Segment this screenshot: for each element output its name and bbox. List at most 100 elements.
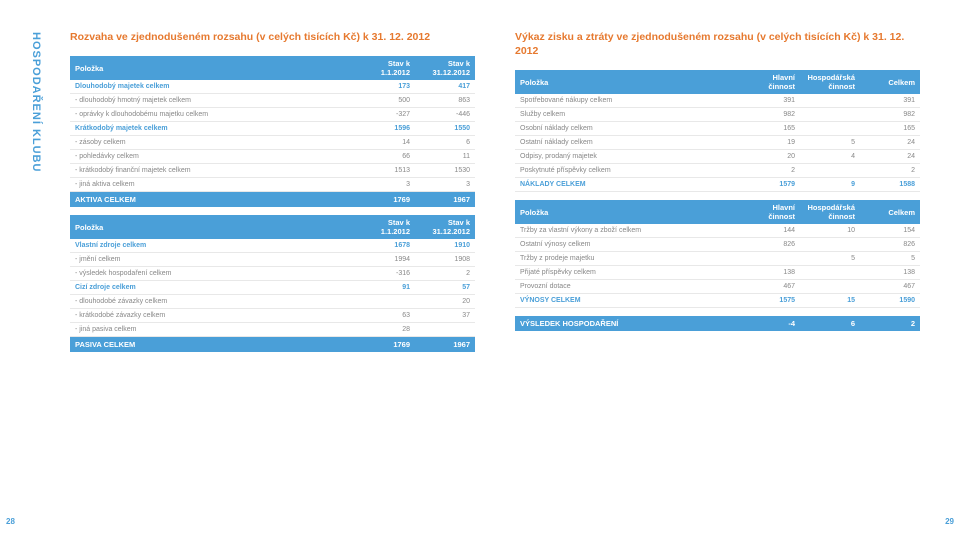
row-label: Spotřebované nákupy celkem bbox=[515, 94, 740, 108]
total-c2: 1967 bbox=[415, 192, 475, 208]
total-c2: 15 bbox=[800, 294, 860, 308]
content: Rozvaha ve zjednodušeném rozsahu (v celý… bbox=[0, 0, 960, 390]
total-row: VÝNOSY CELKEM1575151590 bbox=[515, 294, 920, 308]
total-c3: 1588 bbox=[860, 178, 920, 192]
row-label: - oprávky k dlouhodobému majetku celkem bbox=[70, 108, 355, 122]
row-c2 bbox=[800, 164, 860, 178]
row-c1: 3 bbox=[355, 178, 415, 192]
row-label: - krátkodobé závazky celkem bbox=[70, 309, 355, 323]
row-c1: 165 bbox=[740, 122, 800, 136]
result-label: VÝSLEDEK HOSPODAŘENÍ bbox=[515, 316, 740, 331]
row-c3: 5 bbox=[860, 252, 920, 266]
table-row: - výsledek hospodaření celkem-3162 bbox=[70, 267, 475, 281]
row-c2 bbox=[800, 94, 860, 108]
right-column: Výkaz zisku a ztráty ve zjednodušeném ro… bbox=[515, 30, 920, 360]
row-c3: 467 bbox=[860, 280, 920, 294]
row-c1: 28 bbox=[355, 323, 415, 337]
side-label: HOSPODAŘENÍ KLUBU bbox=[30, 32, 42, 172]
aktiva-table: PoložkaStav k 1.1.2012Stav k 31.12.2012D… bbox=[70, 56, 475, 207]
row-c2: 863 bbox=[415, 94, 475, 108]
total-row: AKTIVA CELKEM17691967 bbox=[70, 192, 475, 208]
row-label: Vlastní zdroje celkem bbox=[70, 239, 355, 253]
total-c3: 1590 bbox=[860, 294, 920, 308]
table-row: Ostatní náklady celkem19524 bbox=[515, 136, 920, 150]
row-c1: 173 bbox=[355, 80, 415, 94]
table-row: - pohledávky celkem6611 bbox=[70, 150, 475, 164]
row-c2 bbox=[800, 280, 860, 294]
row-c3: 24 bbox=[860, 136, 920, 150]
left-column: Rozvaha ve zjednodušeném rozsahu (v celý… bbox=[70, 30, 475, 360]
row-label: Cizí zdroje celkem bbox=[70, 281, 355, 295]
col-label: Položka bbox=[515, 70, 740, 94]
table-row: - krátkodobý finanční majetek celkem1513… bbox=[70, 164, 475, 178]
row-c2: 417 bbox=[415, 80, 475, 94]
row-label: Tržby za vlastní výkony a zboží celkem bbox=[515, 224, 740, 238]
table-row: Vlastní zdroje celkem16781910 bbox=[70, 239, 475, 253]
row-c2: 6 bbox=[415, 136, 475, 150]
table-row: Krátkodobý majetek celkem15961550 bbox=[70, 122, 475, 136]
table-row: Tržby za vlastní výkony a zboží celkem14… bbox=[515, 224, 920, 238]
table-row: Dlouhodobý majetek celkem173417 bbox=[70, 80, 475, 94]
table-row: Služby celkem982982 bbox=[515, 108, 920, 122]
row-c2: 2 bbox=[415, 267, 475, 281]
table-row: Přijaté příspěvky celkem138138 bbox=[515, 266, 920, 280]
row-label: Přijaté příspěvky celkem bbox=[515, 266, 740, 280]
row-c2 bbox=[800, 266, 860, 280]
row-c2 bbox=[800, 122, 860, 136]
row-c1 bbox=[740, 252, 800, 266]
table-row: Poskytnuté příspěvky celkem22 bbox=[515, 164, 920, 178]
table-row: - jiná pasiva celkem28 bbox=[70, 323, 475, 337]
table-row: Osobní náklady celkem165165 bbox=[515, 122, 920, 136]
table-row: - zásoby celkem146 bbox=[70, 136, 475, 150]
col-c2: Hospodářská činnost bbox=[800, 70, 860, 94]
row-c3: 154 bbox=[860, 224, 920, 238]
row-c2: 5 bbox=[800, 136, 860, 150]
row-label: Odpisy, prodaný majetek bbox=[515, 150, 740, 164]
table-row: - dlouhodobý hmotný majetek celkem500863 bbox=[70, 94, 475, 108]
table-row: Spotřebované nákupy celkem391391 bbox=[515, 94, 920, 108]
row-label: - jmění celkem bbox=[70, 253, 355, 267]
total-label: PASIVA CELKEM bbox=[70, 337, 355, 353]
row-c2: 20 bbox=[415, 295, 475, 309]
row-label: - výsledek hospodaření celkem bbox=[70, 267, 355, 281]
row-c1: 467 bbox=[740, 280, 800, 294]
row-c2 bbox=[800, 238, 860, 252]
col-c1: Hlavní činnost bbox=[740, 200, 800, 224]
col-c2: Stav k 31.12.2012 bbox=[415, 215, 475, 239]
row-c2 bbox=[800, 108, 860, 122]
left-title: Rozvaha ve zjednodušeném rozsahu (v celý… bbox=[70, 30, 475, 44]
row-c1: 144 bbox=[740, 224, 800, 238]
total-c1: 1579 bbox=[740, 178, 800, 192]
page-number-right: 29 bbox=[945, 517, 954, 526]
col-label: Položka bbox=[70, 56, 355, 80]
row-c2: 1910 bbox=[415, 239, 475, 253]
row-c1 bbox=[355, 295, 415, 309]
row-label: Ostatní náklady celkem bbox=[515, 136, 740, 150]
row-c1: 66 bbox=[355, 150, 415, 164]
row-c3: 24 bbox=[860, 150, 920, 164]
row-label: Dlouhodobý majetek celkem bbox=[70, 80, 355, 94]
total-label: NÁKLADY CELKEM bbox=[515, 178, 740, 192]
row-c1: 2 bbox=[740, 164, 800, 178]
row-label: - dlouhodobý hmotný majetek celkem bbox=[70, 94, 355, 108]
total-label: VÝNOSY CELKEM bbox=[515, 294, 740, 308]
row-c1: 982 bbox=[740, 108, 800, 122]
row-label: - krátkodobý finanční majetek celkem bbox=[70, 164, 355, 178]
row-c2: 5 bbox=[800, 252, 860, 266]
row-c2: 1908 bbox=[415, 253, 475, 267]
row-label: Služby celkem bbox=[515, 108, 740, 122]
col-c2: Hospodářská činnost bbox=[800, 200, 860, 224]
total-label: AKTIVA CELKEM bbox=[70, 192, 355, 208]
row-c2: -446 bbox=[415, 108, 475, 122]
col-c3: Celkem bbox=[860, 200, 920, 224]
naklady-table: PoložkaHlavní činnostHospodářská činnost… bbox=[515, 70, 920, 192]
row-label: - zásoby celkem bbox=[70, 136, 355, 150]
row-c1: 20 bbox=[740, 150, 800, 164]
result-c2: 6 bbox=[800, 316, 860, 331]
total-row: PASIVA CELKEM17691967 bbox=[70, 337, 475, 353]
row-c1: 19 bbox=[740, 136, 800, 150]
result-table: VÝSLEDEK HOSPODAŘENÍ-462 bbox=[515, 316, 920, 331]
row-label: Tržby z prodeje majetku bbox=[515, 252, 740, 266]
table-row: Provozní dotace467467 bbox=[515, 280, 920, 294]
col-label: Položka bbox=[70, 215, 355, 239]
